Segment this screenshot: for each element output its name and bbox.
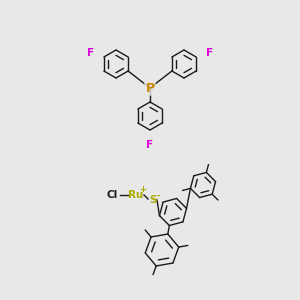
- Text: -: -: [156, 191, 160, 200]
- Text: F: F: [206, 48, 213, 58]
- Text: F: F: [146, 140, 154, 150]
- Text: P: P: [146, 82, 154, 94]
- Text: +: +: [140, 185, 146, 194]
- Text: S: S: [149, 195, 157, 205]
- Text: F: F: [87, 48, 94, 58]
- Text: Ru: Ru: [128, 190, 144, 200]
- Text: Cl: Cl: [106, 190, 118, 200]
